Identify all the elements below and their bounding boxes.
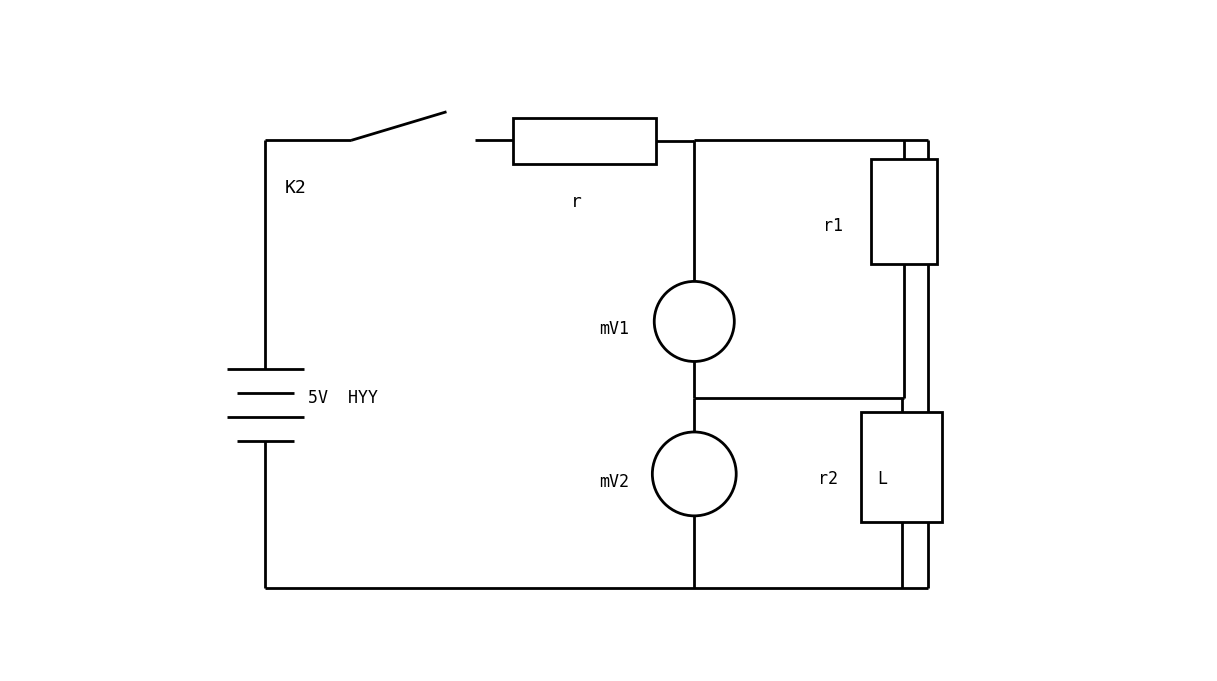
Text: r: r (571, 193, 582, 211)
Circle shape (652, 432, 736, 516)
Text: r1: r1 (823, 217, 843, 235)
Bar (862, 412, 942, 522)
Text: K2: K2 (285, 179, 307, 197)
Text: 5V  HYY: 5V HYY (308, 389, 378, 407)
Text: mV2: mV2 (599, 473, 629, 490)
Bar (870, 159, 937, 264)
Text: r2: r2 (818, 470, 839, 488)
Bar (514, 118, 656, 164)
Circle shape (655, 281, 734, 362)
Text: mV1: mV1 (599, 320, 629, 338)
Text: L: L (877, 470, 887, 488)
